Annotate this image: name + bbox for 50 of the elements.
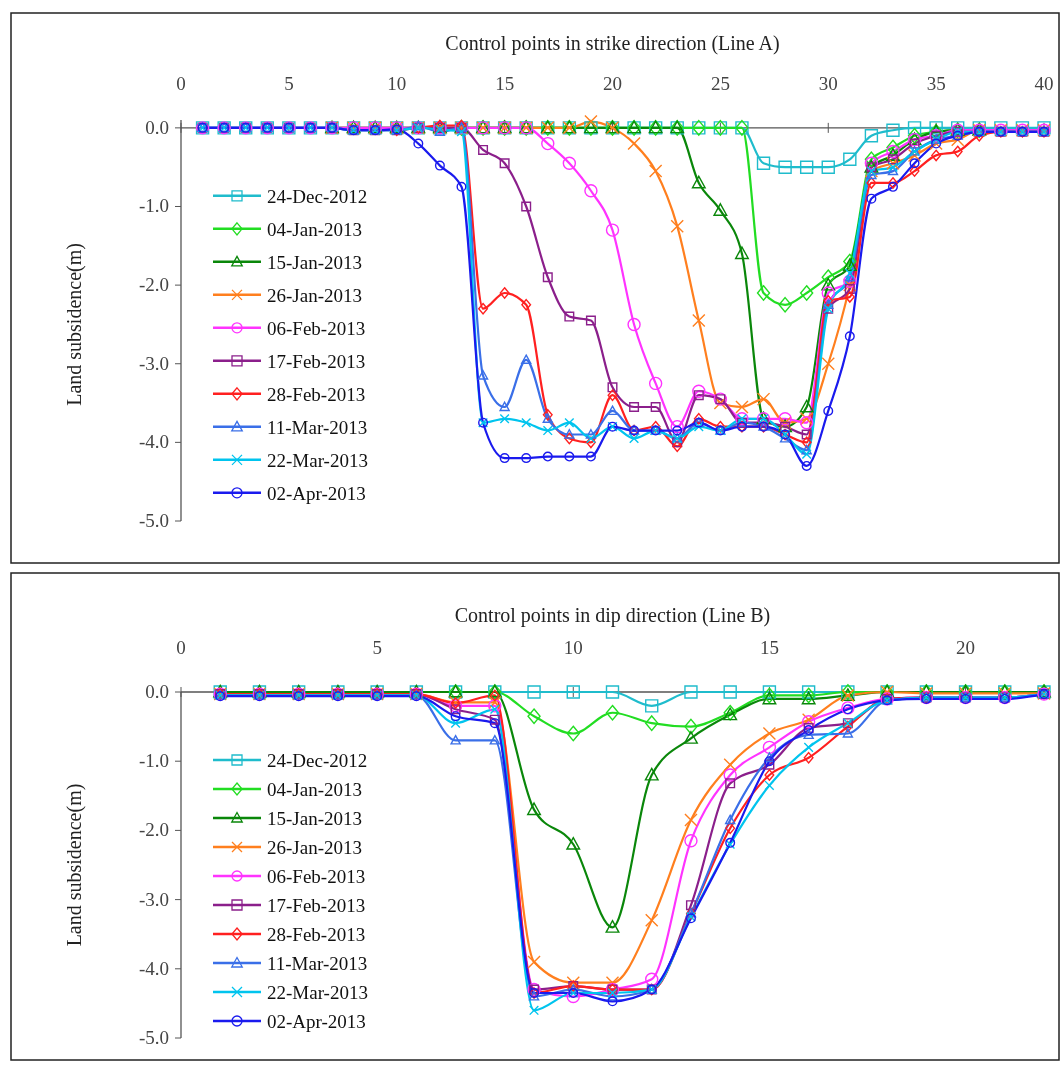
legend-label: 22-Mar-2013 <box>267 449 368 471</box>
x-axis-title: Control points in strike direction (Line A) <box>445 31 780 55</box>
y-tick-label: -5.0 <box>138 510 169 531</box>
legend-label: 24-Dec-2012 <box>267 750 368 771</box>
y-tick-label: -3.0 <box>138 888 169 910</box>
legend-label: 28-Feb-2013 <box>267 383 366 405</box>
x-tick-label: 30 <box>818 72 838 94</box>
x-tick-label: 5 <box>372 637 382 658</box>
y-tick-label: -4.0 <box>138 431 169 453</box>
x-tick-label: 0 <box>176 72 186 94</box>
x-tick-label: 20 <box>956 637 976 658</box>
x-tick-label: 10 <box>563 637 583 658</box>
legend-label: 26-Jan-2013 <box>267 837 362 858</box>
y-tick-label: -1.0 <box>138 195 169 217</box>
y-tick-label: -4.0 <box>138 957 169 979</box>
legend-label: 15-Jan-2013 <box>267 251 362 273</box>
legend-label: 02-Apr-2013 <box>267 482 366 504</box>
y-tick-label: -2.0 <box>138 819 169 841</box>
legend-label: 02-Apr-2013 <box>267 1011 366 1032</box>
x-tick-label: 15 <box>759 637 779 658</box>
y-tick-label: -2.0 <box>138 274 169 296</box>
legend-label: 15-Jan-2013 <box>267 808 362 829</box>
x-tick-label: 0 <box>176 637 186 658</box>
legend-label: 11-Mar-2013 <box>267 953 368 974</box>
x-tick-label: 20 <box>603 72 622 94</box>
y-tick-label: 0.0 <box>145 681 169 702</box>
x-tick-label: 15 <box>495 72 515 94</box>
x-axis-title: Control points in dip direction (Line B) <box>454 604 771 627</box>
x-tick-label: 35 <box>926 72 946 94</box>
x-tick-label: 5 <box>284 72 294 94</box>
legend-label: 17-Feb-2013 <box>267 895 366 916</box>
legend-label: 17-Feb-2013 <box>267 350 366 372</box>
legend-label: 11-Mar-2013 <box>267 416 368 438</box>
y-tick-label: -1.0 <box>138 750 169 772</box>
x-tick-label: 25 <box>710 72 730 94</box>
legend-label: 24-Dec-2012 <box>267 185 368 207</box>
legend-label: 04-Jan-2013 <box>267 779 362 800</box>
legend-label: 04-Jan-2013 <box>267 218 362 240</box>
y-axis-title: Land subsidence(m) <box>63 783 86 947</box>
legend-label: 22-Mar-2013 <box>267 982 368 1003</box>
x-tick-label: 10 <box>387 72 407 94</box>
legend-label: 06-Feb-2013 <box>267 317 366 339</box>
y-axis-title: Land subsidence(m) <box>63 243 86 406</box>
y-tick-label: -5.0 <box>138 1027 169 1048</box>
y-tick-label: 0.0 <box>145 116 169 138</box>
legend-label: 28-Feb-2013 <box>267 924 366 945</box>
legend-label: 26-Jan-2013 <box>267 284 362 306</box>
y-tick-label: -3.0 <box>138 352 169 374</box>
legend-label: 06-Feb-2013 <box>267 866 366 887</box>
x-tick-label: 40 <box>1034 72 1054 94</box>
